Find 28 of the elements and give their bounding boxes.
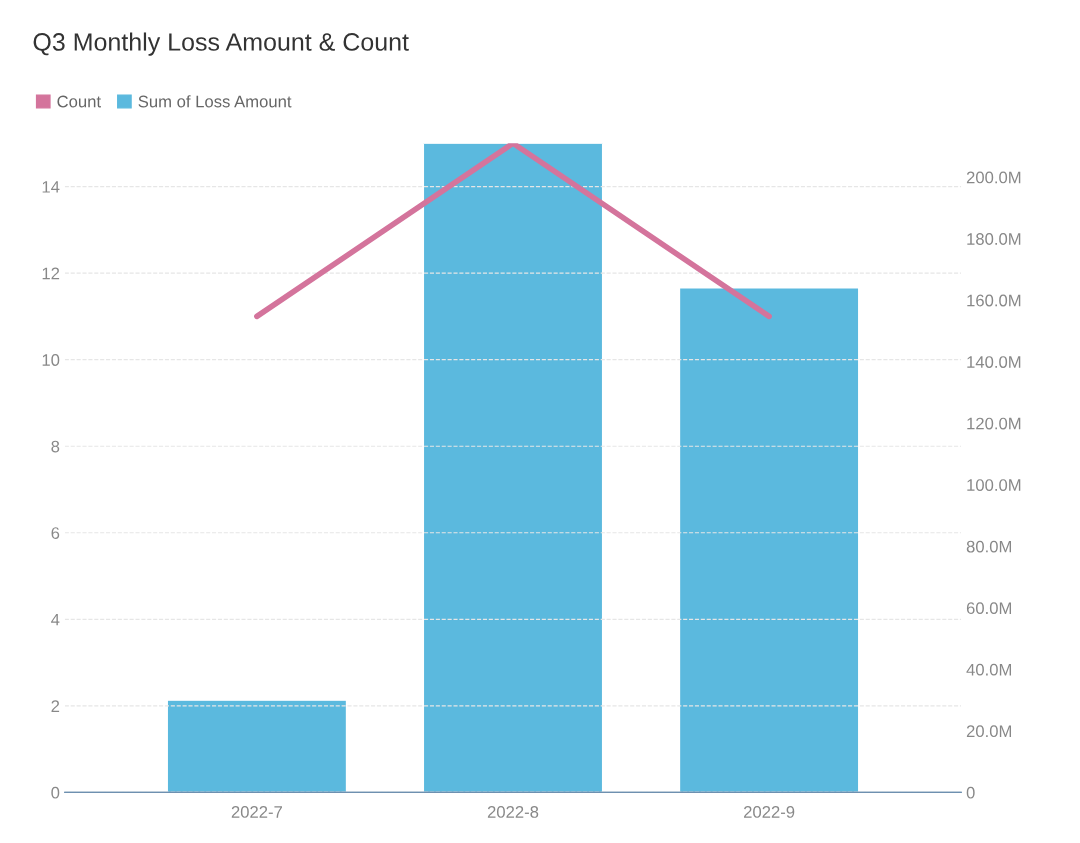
y-tick-label: 12	[42, 267, 60, 280]
y2-tick-label: 200.0M	[966, 171, 1021, 184]
y2-tick-label: 60.0M	[966, 602, 1012, 615]
y2-tick-label: 80.0M	[966, 540, 1012, 553]
bar	[678, 287, 860, 793]
y2-tick-label: 120.0M	[967, 417, 1021, 430]
y2-tick-label: 100.0M	[967, 479, 1021, 491]
y-tick-label: 2	[51, 700, 60, 712]
y-tick-label: 8	[51, 440, 60, 453]
y2-tick-label: 160.0M	[967, 294, 1021, 307]
y2-tick-label: 40.0M	[966, 663, 1012, 676]
bar	[166, 699, 348, 793]
y2-tick-label: 140.0M	[967, 356, 1021, 368]
y-tick-label: 6	[51, 527, 60, 539]
y-tick-label: 10	[42, 354, 60, 366]
x-tick-label: 2022-9	[744, 806, 795, 818]
y-tick-label: 14	[42, 181, 60, 193]
legend-label: Sum of Loss Amount	[138, 95, 292, 108]
y-tick-label: 4	[51, 613, 60, 626]
x-tick-label: 2022-8	[487, 806, 539, 818]
y2-tick-label: 20.0M	[966, 725, 1012, 738]
legend-label: Count	[57, 95, 101, 108]
y2-tick-label: 180.0M	[967, 233, 1021, 245]
y-tick-label: 0	[51, 786, 60, 799]
chart-title: Q3 Monthly Loss Amount & Count	[33, 32, 409, 56]
x-tick-label: 2022-7	[231, 806, 282, 818]
y2-tick-label: 0	[966, 786, 975, 799]
bar	[422, 143, 604, 793]
